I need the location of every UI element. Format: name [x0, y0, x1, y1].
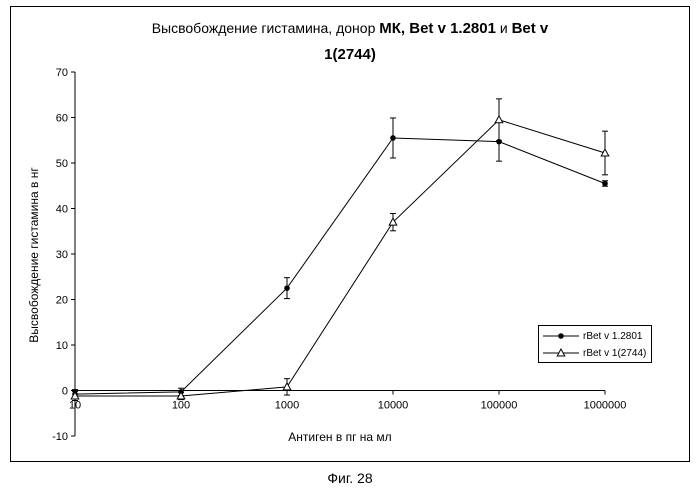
x-tick-label: 1000000	[584, 400, 627, 412]
series-line	[75, 138, 605, 394]
legend-item-1: rBet v 1.2801	[541, 328, 642, 344]
y-tick-label: 10	[56, 340, 68, 352]
title-text-a: Высвобождение гистамина, донор	[152, 20, 376, 36]
x-tick-label: 100000	[481, 400, 518, 412]
x-axis-label: Антиген в пг на мл	[288, 430, 391, 444]
title-text-c: и	[500, 20, 508, 36]
y-tick-label: 60	[56, 113, 68, 125]
legend-item-2: rBet v 1(2744)	[541, 345, 646, 361]
x-tick-label: 10000	[378, 400, 409, 412]
y-axis-label: Высвобождение гистамина в нг	[27, 167, 41, 343]
x-tick-label: 10	[69, 400, 81, 412]
legend-label-2: rBet v 1(2744)	[583, 348, 646, 359]
legend-line-circle-icon	[541, 330, 581, 342]
series-1	[72, 118, 608, 399]
legend-line-triangle-icon	[541, 347, 581, 359]
data-point	[71, 392, 79, 399]
title-text-d: Bet v	[512, 20, 549, 37]
y-tick-label: 40	[56, 204, 68, 216]
data-point	[284, 285, 290, 291]
y-tick-label: 30	[56, 249, 68, 261]
legend-label-1: rBet v 1.2801	[583, 331, 642, 342]
title-text-e: 1(2744)	[324, 46, 376, 63]
y-tick-label: 70	[56, 67, 68, 79]
y-tick-label: 0	[62, 386, 68, 398]
data-point	[495, 116, 503, 123]
chart-title-line1: Высвобождение гистамина, донор МК, Bet v…	[10, 20, 690, 37]
y-tick-label: 20	[56, 295, 68, 307]
data-point	[390, 135, 396, 141]
title-text-b: МК, Bet v 1.2801	[379, 20, 496, 37]
y-tick-label: 50	[56, 158, 68, 170]
legend: rBet v 1.2801 rBet v 1(2744)	[538, 325, 652, 363]
series-line	[75, 120, 605, 396]
series-2	[71, 99, 609, 401]
data-point	[283, 383, 291, 390]
x-tick-label: 100	[172, 400, 190, 412]
y-tick-label: -10	[52, 431, 68, 443]
series-layer	[71, 99, 609, 401]
data-point	[602, 181, 608, 187]
chart-title-line2: 1(2744)	[10, 46, 690, 63]
axes: -100102030405060701010010001000010000010…	[52, 67, 626, 443]
figure-caption: Фиг. 28	[0, 470, 700, 486]
x-tick-label: 1000	[275, 400, 299, 412]
